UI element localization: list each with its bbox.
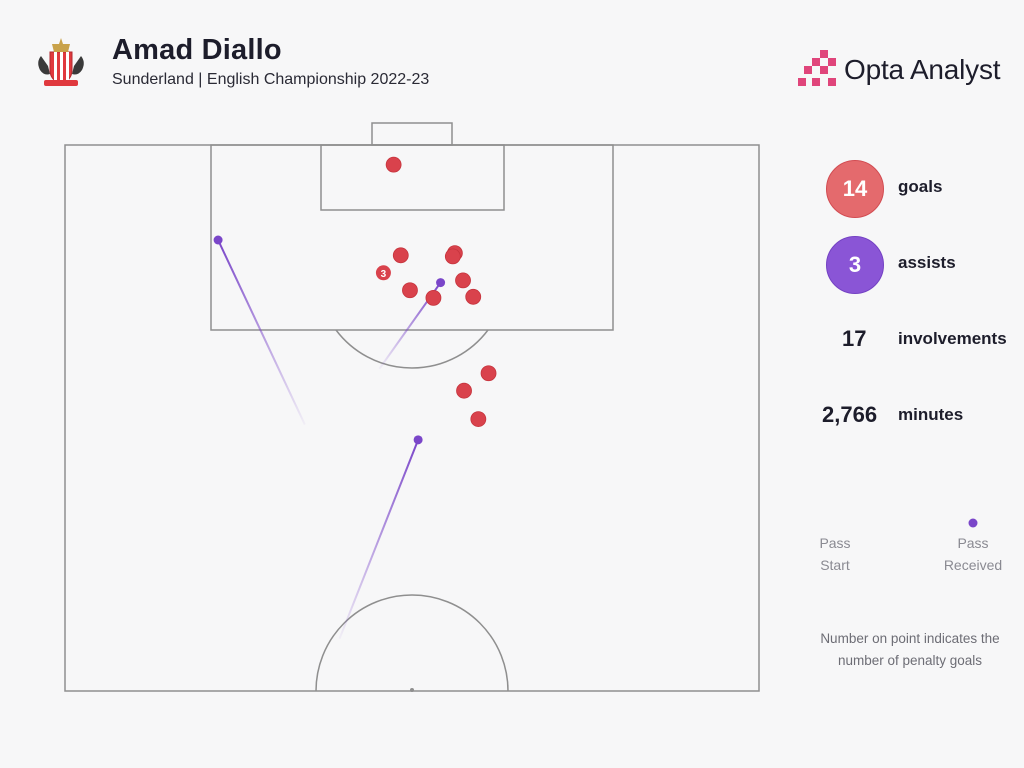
pass-start-label: Pass Start xyxy=(819,535,851,573)
involvements-value: 17 xyxy=(842,326,867,351)
minutes-label: minutes xyxy=(898,405,964,424)
opta-pixel-logo-icon xyxy=(798,50,836,86)
goal-shot-point xyxy=(392,247,409,264)
assists-label: assists xyxy=(898,253,956,272)
goal-layer: 3 xyxy=(375,156,497,427)
goals-label: goals xyxy=(898,177,943,196)
minutes-value: 2,766 xyxy=(822,402,878,427)
penalty-box xyxy=(210,144,614,331)
goal-shot-point xyxy=(465,288,482,305)
centre-spot xyxy=(410,688,414,692)
pitch-outline xyxy=(64,144,760,692)
centre-circle-arc xyxy=(315,594,509,692)
player-name: Amad Diallo xyxy=(112,34,282,66)
goal-shot-point xyxy=(385,156,402,173)
pitch-lines xyxy=(64,122,760,692)
goals-value: 14 xyxy=(826,160,884,218)
assists-value: 3 xyxy=(826,236,884,294)
pass-legend-line xyxy=(834,518,978,528)
assist-pass-line xyxy=(217,239,306,425)
penalty-footnote: Number on point indicates the number of … xyxy=(820,631,1000,668)
assist-pass-line xyxy=(338,439,420,639)
assist-received-point xyxy=(436,278,446,288)
player-subtitle: Sunderland | English Championship 2022-2… xyxy=(112,71,430,88)
goal-shot-point xyxy=(455,272,471,289)
brand-name: Opta Analyst xyxy=(844,54,1001,85)
involvements-label: involvements xyxy=(898,329,1007,348)
assist-received-point xyxy=(413,435,423,445)
penalty-arc xyxy=(335,329,489,369)
goal-shot-point xyxy=(480,365,497,382)
goal-shot-point xyxy=(444,248,461,265)
goal-shot-point xyxy=(470,411,487,427)
assist-received-point xyxy=(213,235,223,245)
penalty-goal-count: 3 xyxy=(381,269,387,280)
goal-shot-point xyxy=(425,289,442,306)
goal-shot-point xyxy=(456,382,472,399)
goal-frame xyxy=(371,122,453,146)
brand: Opta Analyst xyxy=(798,50,1008,90)
pass-received-label: Pass Received xyxy=(943,535,1003,573)
pass-legend: Pass Start Pass Received xyxy=(816,510,1016,590)
goal-shot-point xyxy=(402,282,418,299)
sunderland-crest-icon xyxy=(32,36,90,90)
six-yard-box xyxy=(320,144,505,211)
penalty-goal-point xyxy=(375,265,391,281)
